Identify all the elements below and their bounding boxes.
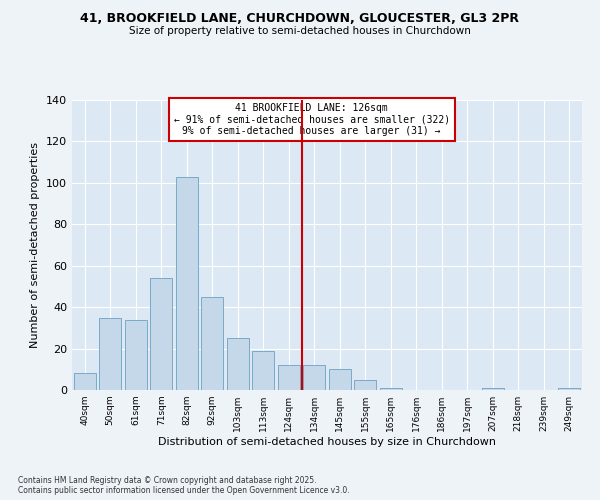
Bar	[482, 388, 503, 390]
Bar	[355, 380, 376, 390]
Text: Size of property relative to semi-detached houses in Churchdown: Size of property relative to semi-detach…	[129, 26, 471, 36]
Bar	[380, 388, 401, 390]
Bar	[278, 365, 299, 390]
Text: 41, BROOKFIELD LANE, CHURCHDOWN, GLOUCESTER, GL3 2PR: 41, BROOKFIELD LANE, CHURCHDOWN, GLOUCES…	[80, 12, 520, 26]
Bar	[125, 320, 146, 390]
Bar	[329, 370, 350, 390]
Bar	[559, 388, 580, 390]
Bar	[253, 350, 274, 390]
X-axis label: Distribution of semi-detached houses by size in Churchdown: Distribution of semi-detached houses by …	[158, 437, 496, 447]
Bar	[151, 278, 172, 390]
Bar	[100, 318, 121, 390]
Bar	[227, 338, 248, 390]
Bar	[202, 297, 223, 390]
Bar	[304, 365, 325, 390]
Text: Contains HM Land Registry data © Crown copyright and database right 2025.
Contai: Contains HM Land Registry data © Crown c…	[18, 476, 350, 495]
Bar	[74, 374, 95, 390]
Y-axis label: Number of semi-detached properties: Number of semi-detached properties	[31, 142, 40, 348]
Text: 41 BROOKFIELD LANE: 126sqm
← 91% of semi-detached houses are smaller (322)
9% of: 41 BROOKFIELD LANE: 126sqm ← 91% of semi…	[173, 103, 450, 136]
Bar	[176, 176, 197, 390]
